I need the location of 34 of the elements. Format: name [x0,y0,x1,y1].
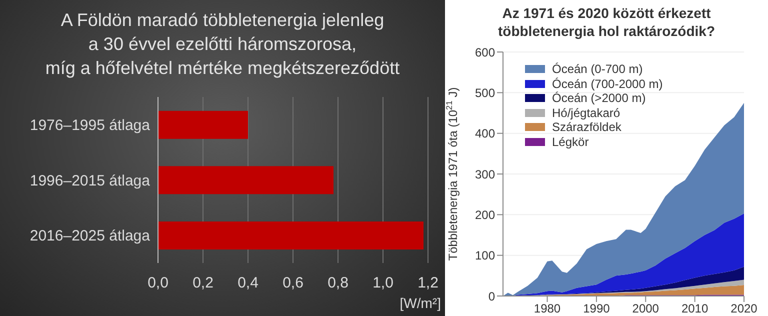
legend-label: Óceán (700-2000 m) [552,76,663,91]
x-tick-label: 0,6 [282,274,304,292]
chart-title: Az 1971 és 2020 között érkezett többletenergia hol raktározódik? [498,5,716,39]
x-tick-label: 1980 [534,302,561,316]
x-tick-label: 1,0 [372,274,394,292]
x-tick-label: 2000 [632,302,660,316]
x-tick-label: 2010 [681,302,708,316]
x-tick-label: 0,8 [328,274,348,292]
bar [158,110,248,139]
bar [158,222,424,250]
bar [158,166,334,194]
chart-title: A Földön maradó többletenergia jelenleg a 30 évvel ezelőtti háromszorosa, míg a hőfelvétel mértéke megkétszereződött [45,10,400,78]
x-tick-label: 0,0 [148,274,168,292]
x-axis-title: [W/m²] [400,295,441,311]
legend-label: Óceán (>2000 m) [552,91,646,106]
y-tick-label: 200 [474,208,496,222]
legend-label: Hó/jégtakaró [552,106,620,120]
y-tick-label: 300 [474,167,496,182]
x-tick-label: 0,4 [238,274,258,292]
x-tick-label: 1,2 [418,274,438,292]
y-tick-label: 100 [474,248,496,263]
y-tick-label: 500 [474,86,496,100]
x-tick-label: 2020 [730,302,758,316]
legend-label: Óceán (0-700 m) [552,62,643,76]
y-tick-label: 1996–2015 átlaga [30,172,151,190]
legend-label: Szárazföldek [552,120,622,134]
y-tick-label: 1976–1995 átlaga [30,116,151,134]
y-tick-label: 400 [474,126,496,141]
x-tick-label: 1990 [583,302,610,316]
x-tick-label: 0,2 [192,274,214,292]
y-tick-label: 600 [474,45,496,60]
legend-label: Légkör [552,134,589,149]
y-tick-label: 0 [488,289,496,304]
y-tick-label: 2016–2025 átlaga [30,228,151,245]
